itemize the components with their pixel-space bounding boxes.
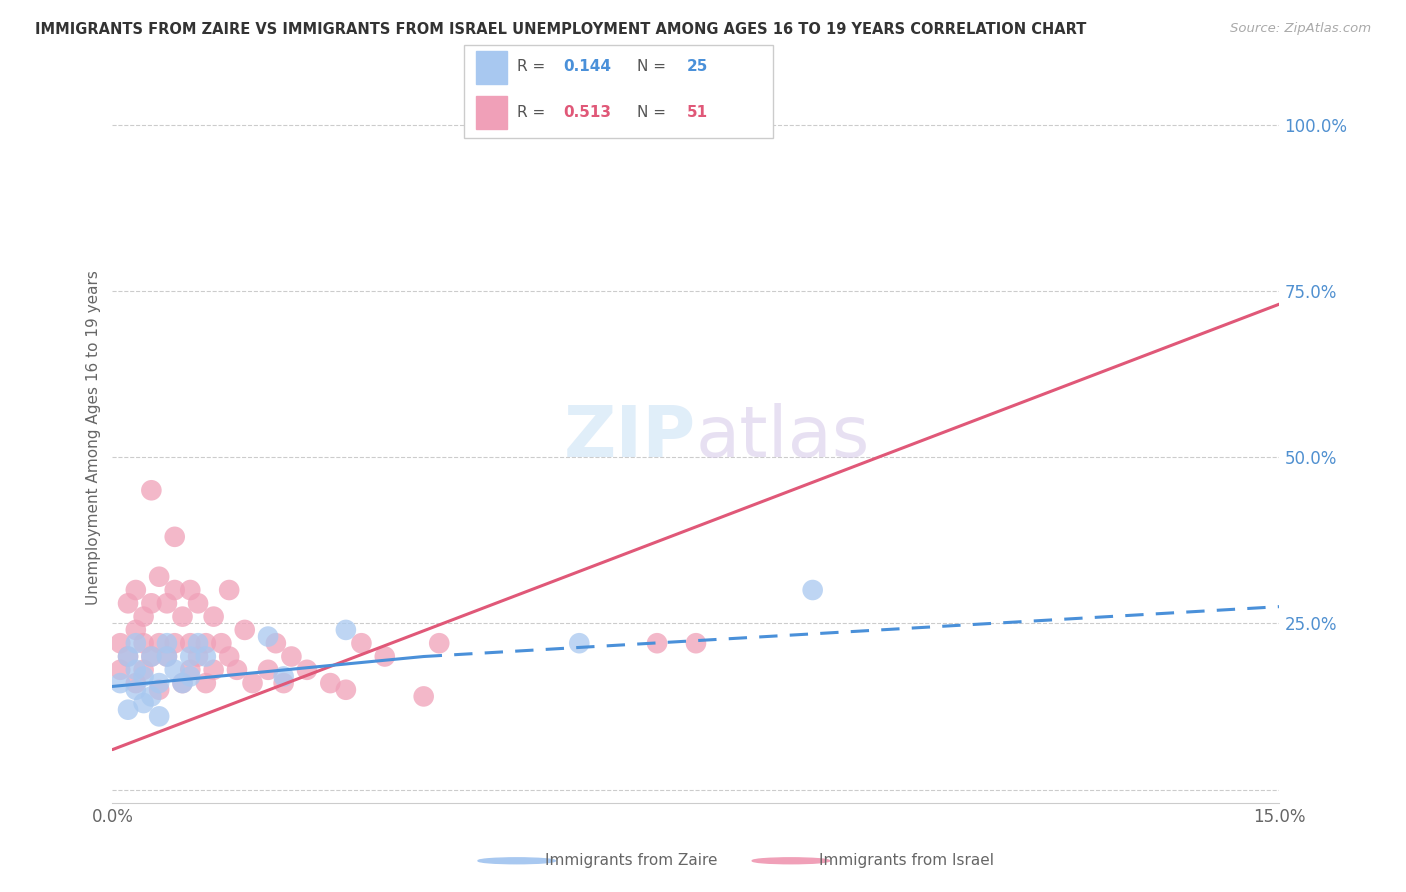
Point	[273, 669, 295, 683]
Point	[568, 636, 591, 650]
Point	[132, 669, 155, 683]
Point	[148, 636, 170, 650]
Text: N =: N =	[637, 104, 671, 120]
Text: Source: ZipAtlas.com: Source: ZipAtlas.com	[1230, 22, 1371, 36]
Point	[172, 676, 194, 690]
Point	[125, 623, 148, 637]
Point	[163, 582, 186, 597]
Text: 0.513: 0.513	[562, 104, 612, 120]
Point	[172, 676, 194, 690]
Point	[218, 582, 240, 597]
Point	[117, 596, 139, 610]
Point	[801, 582, 824, 597]
Point	[141, 649, 163, 664]
Point	[179, 636, 201, 650]
Point	[163, 530, 186, 544]
Point	[156, 596, 179, 610]
Point	[179, 649, 201, 664]
Text: Immigrants from Israel: Immigrants from Israel	[820, 854, 994, 868]
Point	[163, 663, 186, 677]
Point	[125, 663, 148, 677]
Point	[141, 483, 163, 498]
Point	[187, 596, 209, 610]
Point	[110, 663, 132, 677]
Point	[141, 690, 163, 704]
Point	[172, 609, 194, 624]
Point	[117, 649, 139, 664]
Point	[148, 682, 170, 697]
Point	[132, 663, 155, 677]
Point	[187, 636, 209, 650]
Point	[226, 663, 249, 677]
Point	[132, 609, 155, 624]
Point	[194, 649, 217, 664]
Point	[148, 709, 170, 723]
Point	[194, 676, 217, 690]
Text: Immigrants from Zaire: Immigrants from Zaire	[546, 854, 717, 868]
Point	[202, 663, 225, 677]
Y-axis label: Unemployment Among Ages 16 to 19 years: Unemployment Among Ages 16 to 19 years	[86, 269, 101, 605]
Point	[685, 118, 707, 132]
Point	[156, 649, 179, 664]
Bar	[477, 51, 508, 84]
Text: R =: R =	[516, 59, 550, 74]
Point	[350, 636, 373, 650]
Text: atlas: atlas	[696, 402, 870, 472]
Point	[264, 636, 287, 650]
Point	[125, 676, 148, 690]
Point	[335, 623, 357, 637]
Text: R =: R =	[516, 104, 550, 120]
Point	[273, 676, 295, 690]
Text: 51: 51	[686, 104, 707, 120]
Point	[257, 663, 280, 677]
Point	[117, 649, 139, 664]
Point	[202, 609, 225, 624]
Point	[427, 636, 450, 650]
Point	[233, 623, 256, 637]
Text: 25: 25	[686, 59, 709, 74]
Point	[179, 663, 201, 677]
Point	[141, 596, 163, 610]
Point	[125, 582, 148, 597]
Point	[280, 649, 302, 664]
Point	[209, 636, 232, 650]
Point	[110, 636, 132, 650]
Point	[125, 682, 148, 697]
Circle shape	[478, 858, 555, 863]
Point	[132, 636, 155, 650]
Point	[319, 676, 342, 690]
Point	[374, 649, 396, 664]
Point	[412, 690, 434, 704]
Point	[125, 636, 148, 650]
Point	[194, 636, 217, 650]
Bar	[477, 96, 508, 129]
Text: 0.144: 0.144	[562, 59, 612, 74]
Point	[148, 676, 170, 690]
Point	[148, 570, 170, 584]
Point	[163, 636, 186, 650]
Point	[156, 636, 179, 650]
Point	[685, 636, 707, 650]
Point	[110, 676, 132, 690]
Point	[179, 669, 201, 683]
FancyBboxPatch shape	[464, 45, 773, 138]
Text: N =: N =	[637, 59, 671, 74]
Point	[257, 630, 280, 644]
Point	[132, 696, 155, 710]
Circle shape	[752, 858, 830, 863]
Point	[156, 649, 179, 664]
Point	[335, 682, 357, 697]
Point	[187, 649, 209, 664]
Text: IMMIGRANTS FROM ZAIRE VS IMMIGRANTS FROM ISRAEL UNEMPLOYMENT AMONG AGES 16 TO 19: IMMIGRANTS FROM ZAIRE VS IMMIGRANTS FROM…	[35, 22, 1087, 37]
Point	[179, 582, 201, 597]
Point	[295, 663, 318, 677]
Point	[645, 636, 668, 650]
Point	[141, 649, 163, 664]
Text: ZIP: ZIP	[564, 402, 696, 472]
Point	[242, 676, 264, 690]
Point	[117, 703, 139, 717]
Point	[218, 649, 240, 664]
